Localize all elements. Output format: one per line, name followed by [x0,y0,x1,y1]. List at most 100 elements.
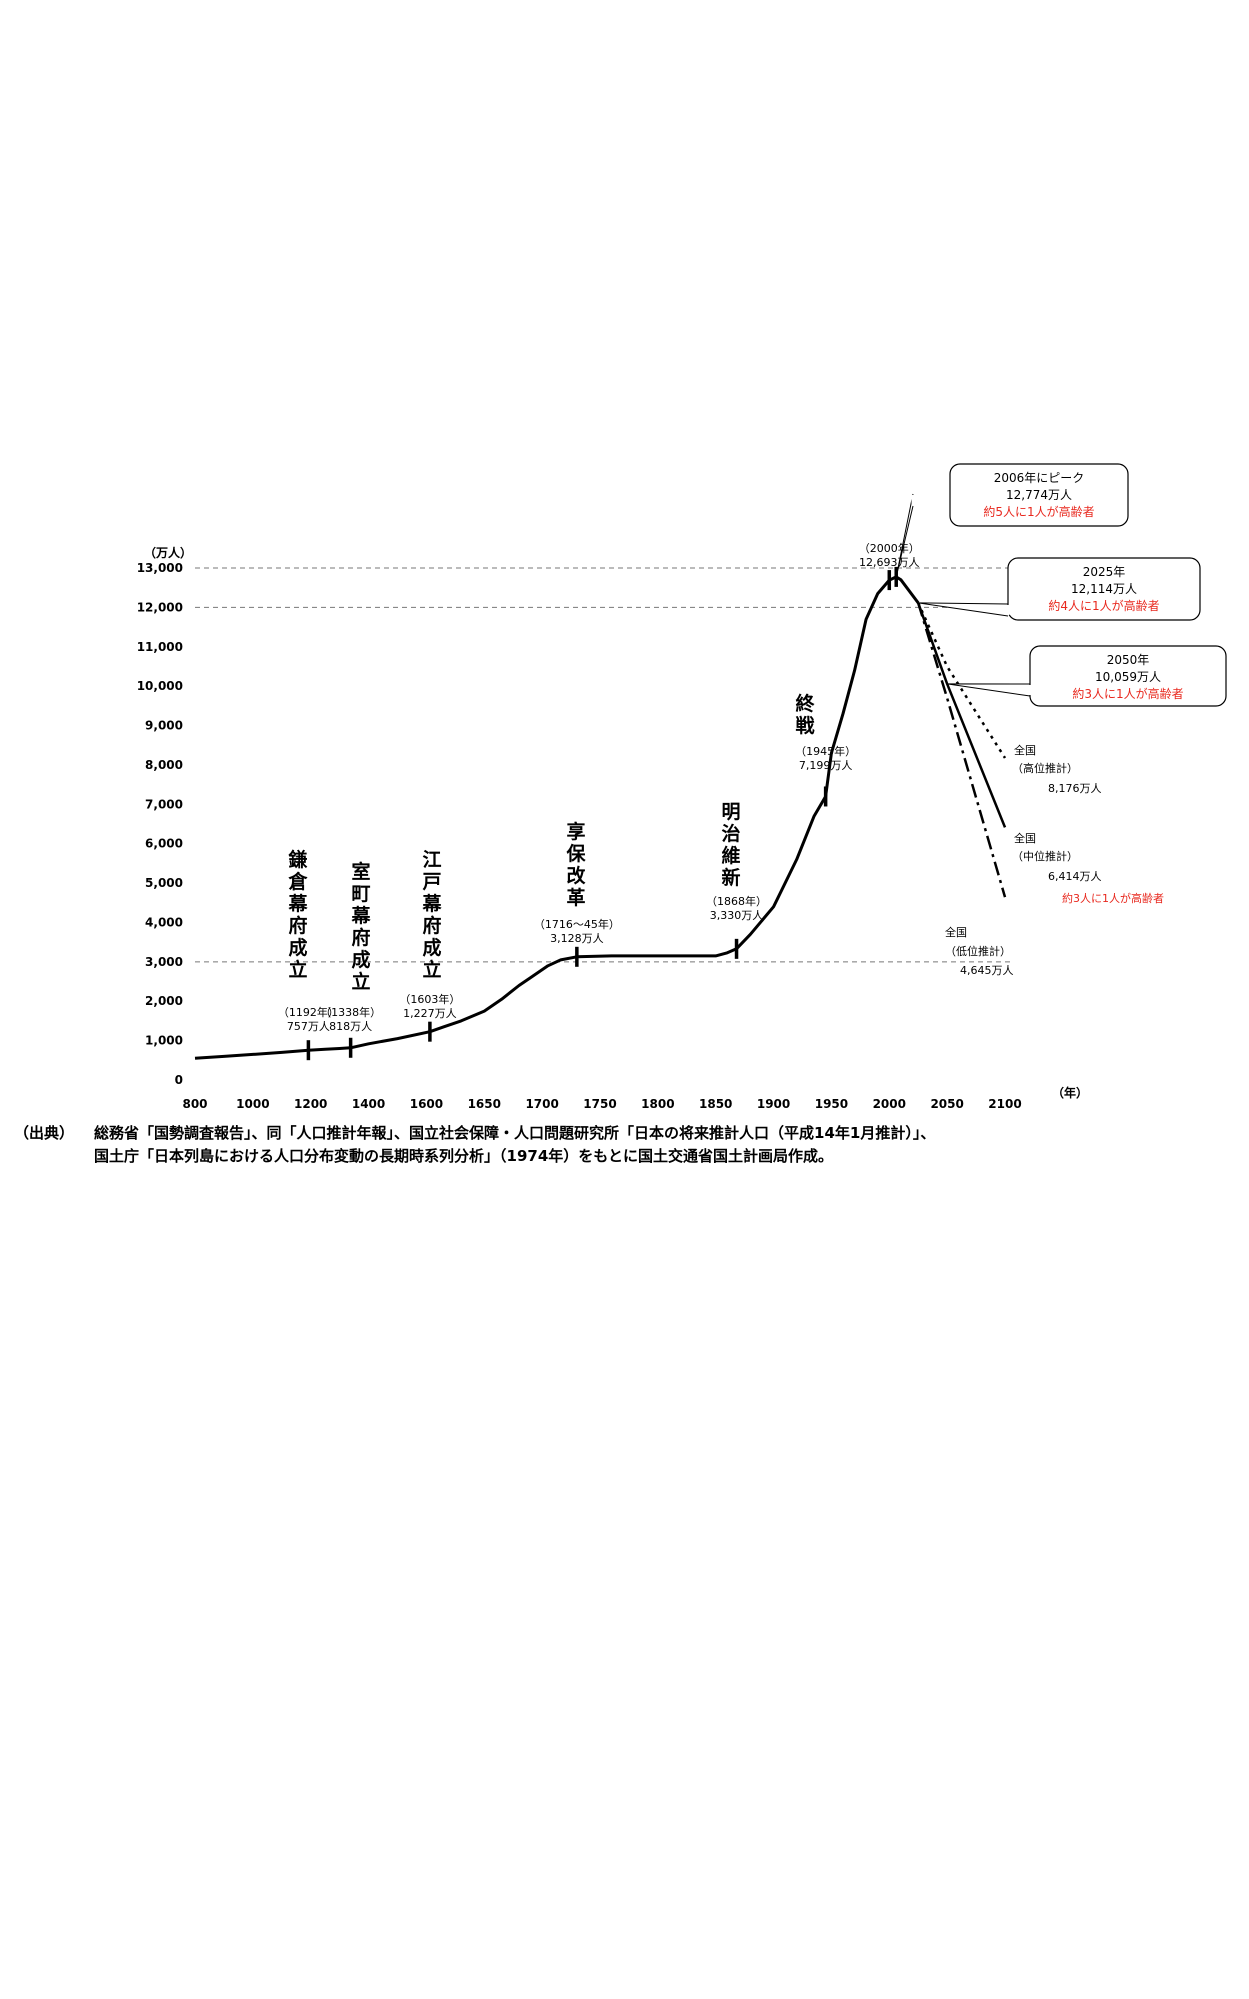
event-label-char: 終 [795,692,815,715]
event-label-char: 立 [288,958,307,981]
event-label-char: 江 [422,849,441,871]
event-year: （1716～45年） [534,917,620,931]
event-label-char: 町 [351,883,370,905]
x-tick-label: 2000 [873,1097,906,1111]
event-value: 818万人 [329,1020,372,1033]
x-tick-label: 2100 [988,1097,1021,1111]
callout-line-3: 約4人に1人が高齢者 [1048,598,1159,613]
event-value: 757万人 [287,1020,330,1033]
x-tick-label: 1000 [236,1097,269,1111]
callout-line-2: 12,774万人 [1006,488,1072,502]
projection-mid-label: 約3人に1人が高齢者 [1062,891,1164,905]
event-label: 終戦 [795,692,815,737]
projection-mid-label: （中位推計） [1012,849,1078,863]
callout-line-2: 10,059万人 [1095,670,1161,684]
x-tick-label: 1700 [525,1097,558,1111]
callout-pointer [947,683,1031,697]
event-annotations: 鎌倉幕府成立（1192年）757万人室町幕府成立（1338年）818万人江戸幕府… [278,541,920,1061]
event-label-char: 府 [351,926,370,949]
reference-lines [195,567,1010,963]
event-year: （1603年） [399,992,460,1006]
event-value: 3,330万人 [710,909,764,922]
event-label-char: 立 [422,958,441,981]
axes: 13,000 12,000 11,000 10,000 9,000 8,000 7,000 6… [137,545,1088,1111]
source-note: （出典） 総務省「国勢調査報告」、同「人口推計年報」、国立社会保障・人口問題研究所… [14,1122,1234,1168]
callout-line-3: 約5人に1人が高齢者 [983,504,1094,519]
event-label-char: 倉 [287,870,308,893]
y-tick-label: 1,000 [145,1034,183,1048]
y-tick-label: 10,000 [137,679,183,693]
y-tick-label: 7,000 [145,797,183,811]
event-label-char: 幕 [287,893,308,915]
event-label-char: 新 [721,866,740,889]
projection-low-label: 全国 [945,925,967,939]
population-line [194,575,920,1060]
event-label: 享保改革 [565,820,586,909]
callout-pointer [918,602,1009,617]
x-tick-label: 1800 [641,1097,674,1111]
y-tick-label: 3,000 [145,955,183,969]
event-label-char: 鎌 [288,848,307,871]
event-value: 3,128万人 [550,932,604,945]
event-year: （1868年） [706,894,767,908]
y-tick-label: 9,000 [145,719,183,733]
event-label-char: 戦 [795,714,814,737]
projection-low-label: （低位推計） [945,944,1011,958]
event-label-char: 革 [566,886,585,909]
projection-high-label: 8,176万人 [1048,782,1102,795]
event-label: 江戸幕府成立 [421,849,442,981]
event-label-char: 保 [565,842,586,865]
y-tick-label: 13,000 [137,561,183,575]
x-tick-label: 1850 [699,1097,732,1111]
projection-line-dotted [917,602,1007,759]
event-label-char: 成 [288,936,307,959]
event-label-char: 享 [566,820,585,843]
event-label: 鎌倉幕府成立 [287,848,308,981]
y-tick-label: 0 [175,1073,183,1087]
projection-mid-label: 6,414万人 [1048,870,1102,883]
y-tick-label: 2,000 [145,994,183,1008]
callout-line-2: 12,114万人 [1071,582,1137,596]
event-label-char: 室 [351,860,370,883]
projection-line-solid [917,602,1007,828]
y-tick-label: 12,000 [137,600,183,614]
callout-box [949,463,1129,527]
event-label-char: 立 [351,970,370,993]
event-year: （1338年） [320,1005,381,1019]
projection-line-dashdot [917,602,1007,898]
x-tick-label: 1200 [294,1097,327,1111]
x-tick-label: 1900 [757,1097,790,1111]
callout-line-1: 2025年 [1083,565,1126,579]
event-label-char: 幕 [350,905,371,927]
event-label-char: 成 [422,936,441,959]
y-tick-label: 4,000 [145,915,183,929]
projection-mid-label: 全国 [1014,831,1036,845]
callout-box [1029,645,1227,707]
source-line-1: 総務省「国勢調査報告」、同「人口推計年報」、国立社会保障・人口問題研究所「日本の… [94,1124,936,1142]
projection-high-label: （高位推計） [1012,761,1078,775]
series-lines [194,575,1007,1060]
event-value: 7,199万人 [799,759,853,772]
event-label-char: 戸 [422,871,441,893]
x-tick-label: 800 [182,1097,207,1111]
x-tick-label: 2050 [930,1097,963,1111]
x-axis-unit: （年） [1052,1085,1088,1100]
callout-box [1007,557,1201,621]
event-label-char: 幕 [421,893,442,915]
projection-low-label: 4,645万人 [960,964,1014,977]
x-tick-label: 1400 [352,1097,385,1111]
x-tick-label: 1600 [410,1097,443,1111]
event-label: 室町幕府成立 [350,860,371,993]
event-year: （1945年） [795,744,856,758]
event-value: 1,227万人 [403,1007,457,1020]
event-label-char: 治 [721,822,740,845]
y-tick-label: 11,000 [137,640,183,654]
event-label-char: 府 [422,914,441,937]
y-axis-unit: （万人） [144,545,192,560]
x-tick-label: 1650 [468,1097,501,1111]
source-label: （出典） [14,1124,75,1142]
y-tick-label: 6,000 [145,837,183,851]
event-year: （2000年） [859,541,920,555]
